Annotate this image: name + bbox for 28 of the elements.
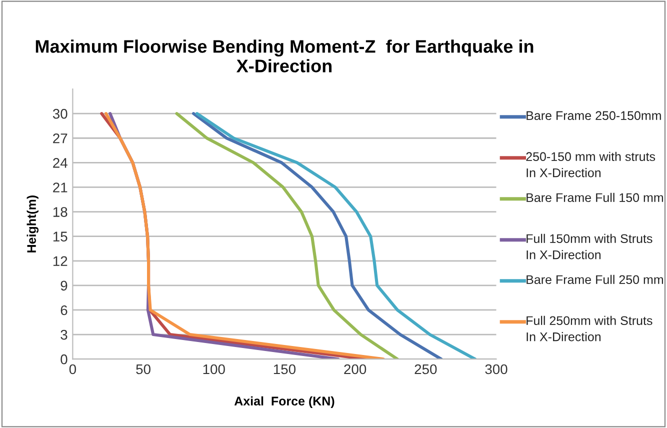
y-axis-title: Height(m) [26, 196, 39, 252]
x-tick-label: 0 [69, 364, 76, 374]
y-tick-label: 30 [52, 108, 68, 119]
x-tick-label: 100 [203, 364, 225, 374]
y-tick-label: 12 [53, 256, 68, 266]
chart-title: Maximum Floorwise Bending Moment-Z for Earthquake in X-Direction [36, 40, 534, 72]
y-tick-label: 9 [60, 280, 68, 291]
x-tick-label: 200 [344, 364, 366, 374]
y-tick-label: 0 [60, 354, 68, 364]
legend-label: Bare Frame Full 250 mm [526, 274, 664, 284]
legend-label: Full 250mm with Struts In X-Direction [526, 316, 652, 342]
x-axis-title: Axial Force (KN) [234, 396, 334, 408]
y-tick-label: 24 [53, 158, 68, 168]
y-tick-label: 18 [53, 207, 68, 217]
x-tick-label: 50 [136, 364, 150, 374]
y-tick-label: 3 [60, 330, 68, 340]
x-tick-label: 150 [274, 364, 296, 374]
y-tick-label: 21 [53, 182, 68, 192]
y-tick-label: 27 [53, 133, 68, 144]
legend-label: Bare Frame Full 150 mm [526, 192, 664, 202]
y-tick-label: 6 [60, 305, 68, 316]
y-tick-label: 15 [53, 232, 68, 242]
legend-label: Full 150mm with Struts In X-Direction [526, 234, 652, 260]
x-tick-label: 250 [414, 364, 437, 374]
x-tick-label: 300 [485, 364, 508, 374]
line-series [175, 112, 399, 360]
legend-label: 250-150 mm with struts In X-Direction [526, 152, 656, 178]
legend-label: Bare Frame 250-150mm [526, 111, 661, 120]
